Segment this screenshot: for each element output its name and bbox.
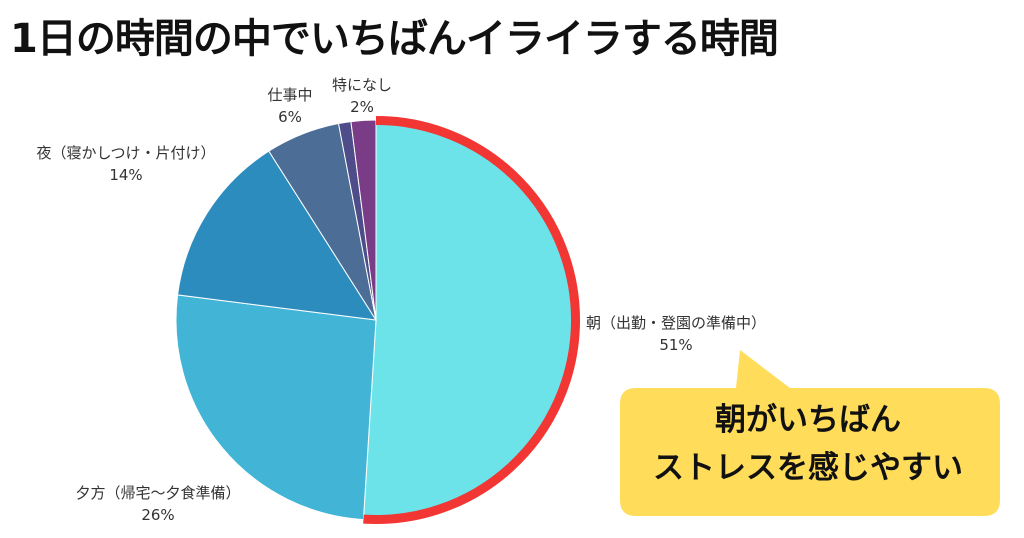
slice-label-morning-name: 朝（出勤・登園の準備中） [585, 314, 766, 332]
slice-label-evening: 夕方（帰宅〜夕食準備） 26% [60, 482, 256, 526]
slice-label-nothing: 特になし 2% [320, 74, 404, 118]
slice-evening [175, 294, 377, 521]
slice-label-evening-name: 夕方（帰宅〜夕食準備） [75, 484, 241, 502]
highlight-arc [363, 116, 581, 524]
slice-label-night-percent: 14% [109, 166, 143, 184]
slice-label-night: 夜（寝かしつけ・片付け） 14% [22, 142, 230, 186]
slice-label-evening-percent: 26% [141, 506, 175, 524]
callout-line-1: 朝がいちばん [715, 402, 901, 438]
slice-label-work-percent: 6% [278, 108, 302, 126]
slice-label-nothing-name: 特になし [331, 76, 392, 94]
slice-label-night-name: 夜（寝かしつけ・片付け） [36, 144, 216, 162]
callout-shape [620, 350, 1000, 516]
slice-label-work: 仕事中 6% [254, 84, 326, 128]
slice-nothing [350, 119, 377, 321]
slice-label-work-name: 仕事中 [267, 86, 313, 104]
slice-label-morning: 朝（出勤・登園の準備中） 51% [572, 312, 780, 356]
slice-label-nothing-percent: 2% [350, 98, 374, 116]
slice-night [177, 150, 377, 321]
chart-title: 1日の時間の中でいちばんイライラする時間 [10, 16, 779, 62]
callout-text: 朝がいちばん ストレスを感じやすい [616, 396, 1000, 492]
slice-label-morning-percent: 51% [659, 336, 693, 354]
callout-line-2: ストレスを感じやすい [653, 450, 963, 486]
